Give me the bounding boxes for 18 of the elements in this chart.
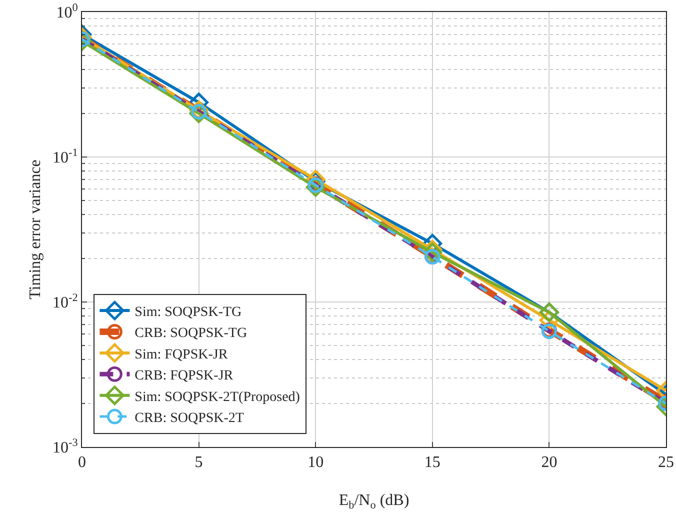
legend-label: CRB: SOQPSK-TG — [134, 326, 248, 342]
legend-label: Sim: SOQPSK-2T(Proposed) — [134, 390, 300, 405]
x-tick-label: 10 — [308, 454, 324, 472]
y-tick-label: 10$^{0}$ — [56, 2, 78, 22]
legend-label: Sim: SOQPSK-TG — [134, 305, 242, 320]
legend-label: Sim: FQPSK-JR — [134, 347, 228, 362]
x-tick-label: 15 — [424, 454, 440, 472]
y-axis-title: Timing error variance — [27, 160, 44, 300]
y-tick-label: 10$^{-1}$ — [52, 146, 78, 167]
x-tick-label: 0 — [78, 454, 86, 472]
x-tick-label: 25 — [658, 454, 674, 472]
y-tick-label: 10$^{-2}$ — [52, 292, 78, 312]
y-tick-label: 10$^{-3}$ — [52, 436, 78, 457]
x-tick-label: 5 — [194, 454, 203, 472]
x-axis-title: E$_{b}$/N$_{o}$ (dB) — [338, 492, 410, 512]
legend-label: CRB: FQPSK-JR — [134, 368, 234, 384]
x-tick-label: 20 — [541, 454, 558, 472]
legend-label: CRB: SOQPSK-2T — [134, 411, 244, 426]
